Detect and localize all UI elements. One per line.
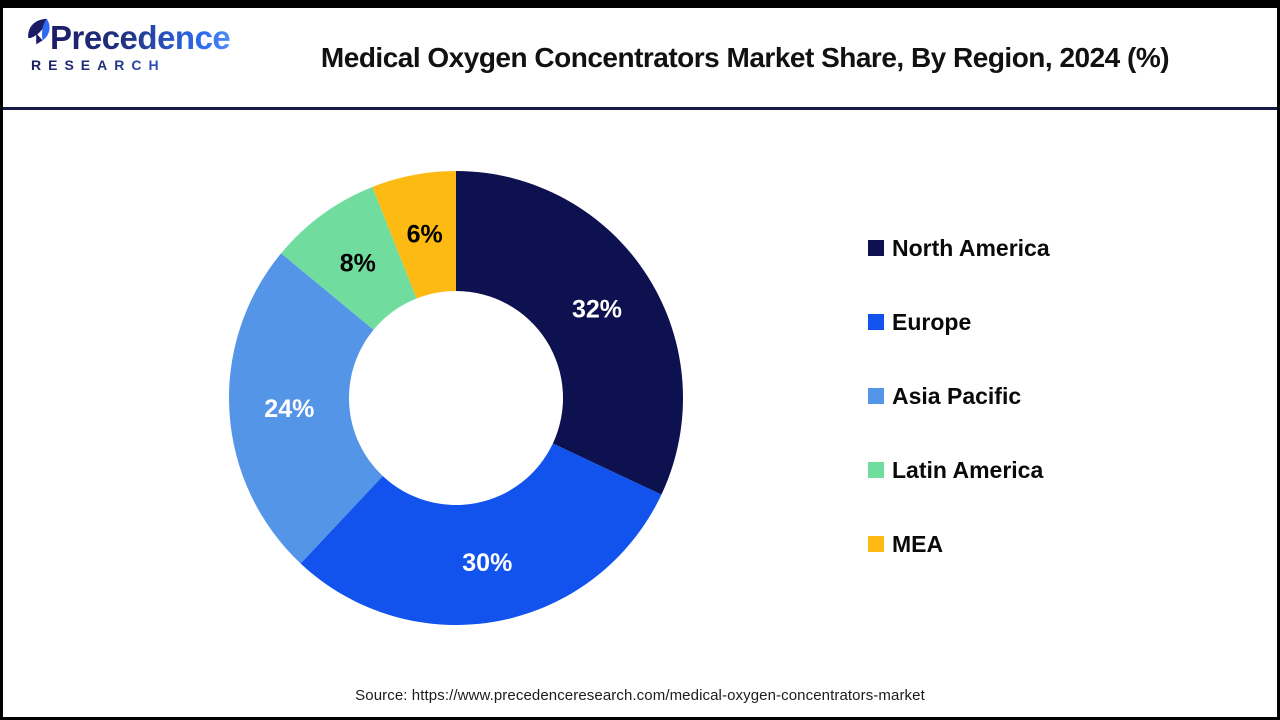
donut-slice-north-america	[456, 171, 683, 495]
logo-subtitle: RESEARCH	[31, 57, 225, 73]
legend-item-north-america: North America	[868, 235, 1050, 261]
legend-swatch-europe	[868, 314, 884, 330]
slice-data-label-mea: 6%	[407, 221, 443, 249]
legend-item-asia-pacific: Asia Pacific	[868, 383, 1050, 409]
precedence-research-logo: Precedence RESEARCH	[25, 18, 231, 73]
legend-label-asia-pacific: Asia Pacific	[892, 382, 1022, 409]
slice-data-label-north-america: 32%	[572, 295, 622, 323]
header: Precedence RESEARCH Medical Oxygen Conce…	[3, 8, 1277, 107]
legend-item-europe: Europe	[868, 309, 1050, 335]
legend-swatch-mea	[868, 536, 884, 552]
chart-area: 32% 30% 24% 8% 6% North America Europe Asia Pa…	[3, 110, 1277, 717]
slice-data-label-europe: 30%	[462, 549, 512, 577]
footer: Source: https://www.precedenceresearch.c…	[3, 687, 1277, 705]
donut-slice-europe	[300, 443, 662, 625]
donut-slice-latin-america	[281, 186, 417, 330]
donut-chart: 32% 30% 24% 8% 6%	[229, 171, 683, 625]
logo-wordmark-row: Precedence	[25, 18, 231, 56]
logo-leaf-icon	[28, 18, 50, 45]
legend-label-europe: Europe	[892, 308, 972, 335]
legend-label-latin-america: Latin America	[892, 456, 1044, 483]
legend-label-mea: MEA	[892, 530, 944, 557]
legend-item-latin-america: Latin America	[868, 457, 1050, 483]
chart-title: Medical Oxygen Concentrators Market Shar…	[320, 41, 1170, 73]
logo-wordmark: Precedence	[50, 19, 231, 56]
legend-label-north-america: North America	[892, 234, 1050, 261]
slice-data-label-asia-pacific: 24%	[264, 395, 314, 423]
donut-slice-mea	[372, 171, 456, 299]
slice-data-label-latin-america: 8%	[340, 250, 376, 278]
legend-item-mea: MEA	[868, 531, 1050, 557]
legend-swatch-asia-pacific	[868, 388, 884, 404]
legend-swatch-latin-america	[868, 462, 884, 478]
header-divider	[3, 107, 1277, 110]
legend-swatch-north-america	[868, 240, 884, 256]
donut-slice-asia-pacific	[229, 253, 383, 564]
chart-legend: North America Europe Asia Pacific Latin Ame…	[868, 235, 1050, 557]
source-text: Source: https://www.precedenceresearch.c…	[355, 687, 925, 704]
